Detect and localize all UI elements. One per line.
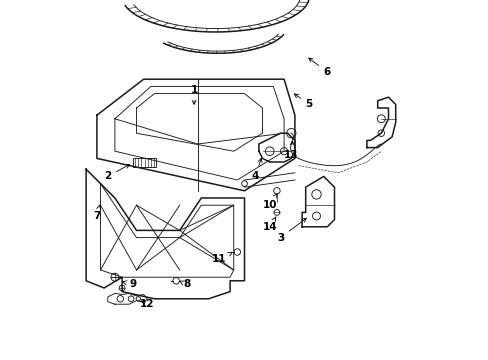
Text: 14: 14 [262, 217, 276, 232]
Text: 10: 10 [262, 194, 277, 210]
Text: 6: 6 [308, 58, 330, 77]
Text: 12: 12 [140, 299, 154, 309]
Bar [133, 158, 156, 167]
Text: 2: 2 [104, 165, 129, 181]
Text: 8: 8 [180, 279, 190, 289]
Text: 11: 11 [212, 252, 232, 264]
Text: 5: 5 [294, 94, 312, 109]
Text: 3: 3 [276, 218, 305, 243]
Text: 7: 7 [93, 205, 101, 221]
Text: 4: 4 [251, 158, 262, 181]
Text: 1: 1 [190, 85, 197, 104]
Text: 9: 9 [122, 279, 136, 289]
Text: 13: 13 [284, 141, 298, 160]
